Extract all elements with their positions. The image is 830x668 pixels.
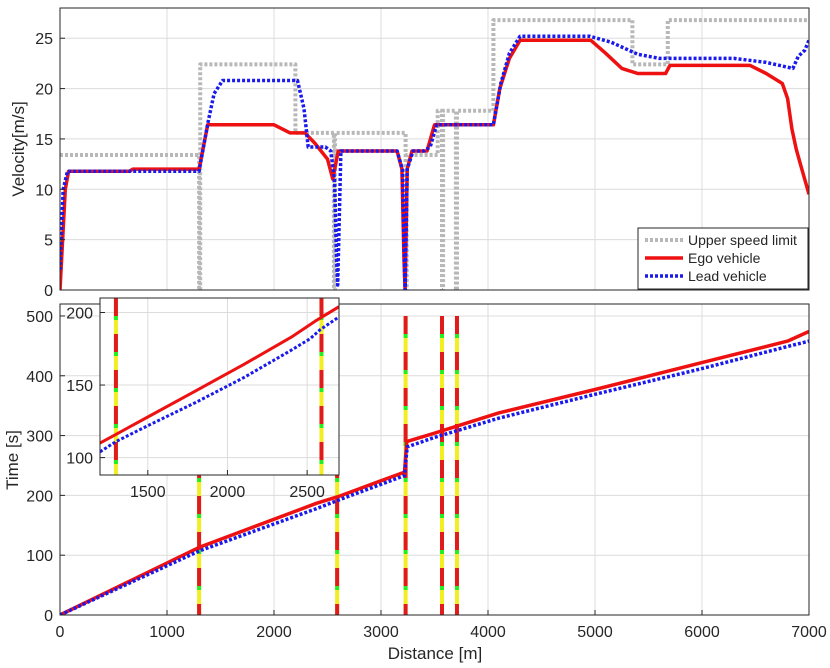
x-tick-label: 0 bbox=[56, 624, 65, 641]
time-series bbox=[60, 329, 809, 615]
inset-series bbox=[100, 305, 339, 454]
y-tick-label: 100 bbox=[66, 451, 93, 468]
velocity-series bbox=[60, 18, 809, 290]
y-tick-label: 10 bbox=[35, 182, 53, 199]
y-tick-label: 400 bbox=[26, 369, 53, 386]
time-axes-frame bbox=[59, 303, 810, 616]
legend-label-ego-vehicle: Ego vehicle bbox=[688, 250, 761, 266]
y-tick-label: 100 bbox=[26, 548, 53, 565]
x-tick-label: 4000 bbox=[470, 624, 506, 641]
x-tick-label: 1500 bbox=[130, 484, 166, 501]
y-tick-label: 25 bbox=[35, 31, 53, 48]
inset-signal-markers bbox=[113, 298, 324, 475]
velocity-panel: 0 5 10 15 20 25 Velocity[m/s] Upper speed lim… bbox=[9, 7, 810, 300]
velocity-y-axis-label: Velocity[m/s] bbox=[9, 101, 28, 196]
y-tick-label: 500 bbox=[26, 309, 53, 326]
legend-label-upper-speed-limit: Upper speed limit bbox=[688, 232, 797, 248]
x-tick-label: 2000 bbox=[210, 484, 246, 501]
distance-x-ticks: 0 1000 2000 3000 4000 5000 6000 7000 bbox=[56, 610, 827, 641]
y-tick-label: 5 bbox=[44, 233, 53, 250]
inset-y-ticks: 100 150 200 bbox=[66, 306, 105, 468]
inset-zoom-panel: 100 150 200 1500 2000 2500 bbox=[66, 297, 340, 501]
inset-x-ticks: 1500 2000 2500 bbox=[130, 470, 325, 501]
x-tick-label: 2000 bbox=[256, 624, 292, 641]
series-lead-vehicle bbox=[60, 34, 809, 290]
inset-axes-frame bbox=[99, 297, 340, 476]
y-tick-label: 200 bbox=[66, 306, 93, 323]
velocity-axes-frame bbox=[59, 7, 810, 291]
x-tick-label: 5000 bbox=[577, 624, 613, 641]
y-tick-label: 0 bbox=[44, 283, 53, 300]
distance-x-axis-label: Distance [m] bbox=[388, 644, 482, 663]
velocity-y-ticks: 0 5 10 15 20 25 bbox=[35, 31, 65, 300]
series-lead-vehicle bbox=[100, 315, 339, 454]
y-tick-label: 200 bbox=[26, 488, 53, 505]
y-tick-label: 15 bbox=[35, 132, 53, 149]
x-tick-label: 3000 bbox=[363, 624, 399, 641]
velocity-legend: Upper speed limit Ego vehicle Lead vehic… bbox=[637, 227, 809, 290]
x-tick-label: 1000 bbox=[149, 624, 185, 641]
x-tick-label: 2500 bbox=[289, 484, 325, 501]
series-lead-vehicle bbox=[60, 339, 809, 615]
series-ego-vehicle bbox=[100, 305, 339, 445]
series-upper-speed-limit bbox=[60, 18, 809, 290]
legend-label-lead-vehicle: Lead vehicle bbox=[688, 268, 767, 284]
y-tick-label: 150 bbox=[66, 378, 93, 395]
x-tick-label: 6000 bbox=[684, 624, 720, 641]
y-tick-label: 20 bbox=[35, 82, 53, 99]
series-ego-vehicle bbox=[60, 329, 809, 615]
time-y-ticks: 0 100 200 300 400 500 bbox=[26, 309, 65, 625]
y-tick-label: 0 bbox=[44, 608, 53, 625]
y-tick-label: 300 bbox=[26, 429, 53, 446]
time-y-axis-label: Time [s] bbox=[3, 430, 22, 490]
x-tick-label: 7000 bbox=[791, 624, 827, 641]
